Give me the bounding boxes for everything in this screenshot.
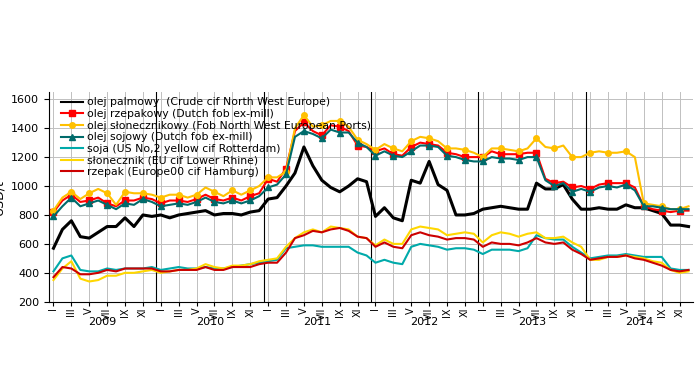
słonecznik (EU cif Lower Rhine) bbox=[685, 269, 693, 273]
olej rzepakowy (Dutch fob ex-mill) bbox=[461, 155, 469, 159]
Text: 2010: 2010 bbox=[196, 317, 224, 327]
soja (US No,2 yellow cif Rotterdam) bbox=[139, 266, 147, 271]
Legend: olej palmowy  (Crude cif North West Europe), olej rzepakowy (Dutch fob ex-mill),: olej palmowy (Crude cif North West Europ… bbox=[61, 98, 371, 177]
olej palmowy  (Crude cif North West Europe) bbox=[202, 208, 210, 213]
olej słonecznikowy (Fob North West European Ports) bbox=[139, 191, 147, 195]
olej sojowy (Dutch fob ex-mill) bbox=[139, 197, 147, 201]
Text: 2012: 2012 bbox=[410, 317, 439, 327]
olej słonecznikowy (Fob North West European Ports) bbox=[461, 148, 469, 152]
rzepak (Europe00 cif Hamburg) bbox=[461, 236, 469, 240]
olej rzepakowy (Dutch fob ex-mill) bbox=[202, 192, 210, 197]
słonecznik (EU cif Lower Rhine) bbox=[470, 231, 478, 236]
olej rzepakowy (Dutch fob ex-mill) bbox=[416, 141, 424, 145]
olej sojowy (Dutch fob ex-mill) bbox=[264, 185, 272, 190]
rzepak (Europe00 cif Hamburg) bbox=[335, 226, 344, 230]
rzepak (Europe00 cif Hamburg) bbox=[264, 261, 272, 265]
olej sojowy (Dutch fob ex-mill) bbox=[326, 127, 335, 132]
Line: soja (US No,2 yellow cif Rotterdam): soja (US No,2 yellow cif Rotterdam) bbox=[53, 235, 689, 271]
słonecznik (EU cif Lower Rhine) bbox=[49, 278, 57, 282]
Line: słonecznik (EU cif Lower Rhine): słonecznik (EU cif Lower Rhine) bbox=[53, 227, 689, 282]
olej rzepakowy (Dutch fob ex-mill) bbox=[139, 195, 147, 200]
soja (US No,2 yellow cif Rotterdam) bbox=[264, 259, 272, 263]
olej rzepakowy (Dutch fob ex-mill) bbox=[300, 120, 308, 125]
słonecznik (EU cif Lower Rhine) bbox=[273, 256, 281, 261]
olej słonecznikowy (Fob North West European Ports) bbox=[487, 146, 496, 151]
rzepak (Europe00 cif Hamburg) bbox=[487, 240, 496, 245]
olej sojowy (Dutch fob ex-mill) bbox=[416, 143, 424, 148]
słonecznik (EU cif Lower Rhine) bbox=[425, 226, 433, 230]
olej słonecznikowy (Fob North West European Ports) bbox=[416, 135, 424, 139]
soja (US No,2 yellow cif Rotterdam) bbox=[49, 269, 57, 273]
rzepak (Europe00 cif Hamburg) bbox=[139, 266, 147, 271]
rzepak (Europe00 cif Hamburg) bbox=[49, 275, 57, 279]
Text: 2014: 2014 bbox=[625, 317, 654, 327]
rzepak (Europe00 cif Hamburg) bbox=[416, 230, 424, 234]
olej rzepakowy (Dutch fob ex-mill) bbox=[264, 177, 272, 181]
olej palmowy  (Crude cif North West Europe) bbox=[139, 213, 147, 217]
Line: olej rzepakowy (Dutch fob ex-mill): olej rzepakowy (Dutch fob ex-mill) bbox=[50, 120, 692, 215]
olej sojowy (Dutch fob ex-mill) bbox=[49, 214, 57, 219]
Text: 2011: 2011 bbox=[303, 317, 331, 327]
Text: 2009: 2009 bbox=[88, 317, 117, 327]
soja (US No,2 yellow cif Rotterdam) bbox=[685, 268, 693, 272]
Line: rzepak (Europe00 cif Hamburg): rzepak (Europe00 cif Hamburg) bbox=[53, 228, 689, 277]
Line: olej słonecznikowy (Fob North West European Ports): olej słonecznikowy (Fob North West Europ… bbox=[50, 112, 692, 213]
olej sojowy (Dutch fob ex-mill) bbox=[685, 207, 693, 211]
rzepak (Europe00 cif Hamburg) bbox=[202, 265, 210, 269]
soja (US No,2 yellow cif Rotterdam) bbox=[202, 265, 210, 269]
olej sojowy (Dutch fob ex-mill) bbox=[461, 158, 469, 162]
olej słonecznikowy (Fob North West European Ports) bbox=[300, 113, 308, 117]
olej palmowy  (Crude cif North West Europe) bbox=[487, 205, 496, 210]
olej rzepakowy (Dutch fob ex-mill) bbox=[49, 210, 57, 214]
olej palmowy  (Crude cif North West Europe) bbox=[300, 145, 308, 149]
słonecznik (EU cif Lower Rhine) bbox=[326, 224, 335, 229]
olej słonecznikowy (Fob North West European Ports) bbox=[49, 208, 57, 213]
Y-axis label: USD/t: USD/t bbox=[0, 179, 6, 215]
słonecznik (EU cif Lower Rhine) bbox=[85, 279, 94, 284]
olej rzepakowy (Dutch fob ex-mill) bbox=[487, 149, 496, 153]
olej słonecznikowy (Fob North West European Ports) bbox=[264, 175, 272, 180]
soja (US No,2 yellow cif Rotterdam) bbox=[452, 246, 460, 251]
olej palmowy  (Crude cif North West Europe) bbox=[416, 181, 424, 185]
olej sojowy (Dutch fob ex-mill) bbox=[202, 195, 210, 200]
Line: olej sojowy (Dutch fob ex-mill): olej sojowy (Dutch fob ex-mill) bbox=[50, 127, 692, 219]
Line: olej palmowy  (Crude cif North West Europe): olej palmowy (Crude cif North West Europ… bbox=[53, 147, 689, 248]
Text: 2013: 2013 bbox=[518, 317, 546, 327]
słonecznik (EU cif Lower Rhine) bbox=[496, 230, 505, 234]
olej słonecznikowy (Fob North West European Ports) bbox=[202, 185, 210, 190]
olej palmowy  (Crude cif North West Europe) bbox=[685, 224, 693, 229]
soja (US No,2 yellow cif Rotterdam) bbox=[532, 233, 540, 237]
rzepak (Europe00 cif Hamburg) bbox=[685, 268, 693, 272]
soja (US No,2 yellow cif Rotterdam) bbox=[479, 252, 487, 256]
olej palmowy  (Crude cif North West Europe) bbox=[49, 246, 57, 251]
olej palmowy  (Crude cif North West Europe) bbox=[264, 197, 272, 201]
słonecznik (EU cif Lower Rhine) bbox=[648, 259, 657, 263]
soja (US No,2 yellow cif Rotterdam) bbox=[407, 245, 416, 249]
olej palmowy  (Crude cif North West Europe) bbox=[461, 213, 469, 217]
olej słonecznikowy (Fob North West European Ports) bbox=[685, 204, 693, 209]
słonecznik (EU cif Lower Rhine) bbox=[148, 268, 156, 272]
olej rzepakowy (Dutch fob ex-mill) bbox=[685, 208, 693, 213]
olej sojowy (Dutch fob ex-mill) bbox=[487, 155, 496, 159]
